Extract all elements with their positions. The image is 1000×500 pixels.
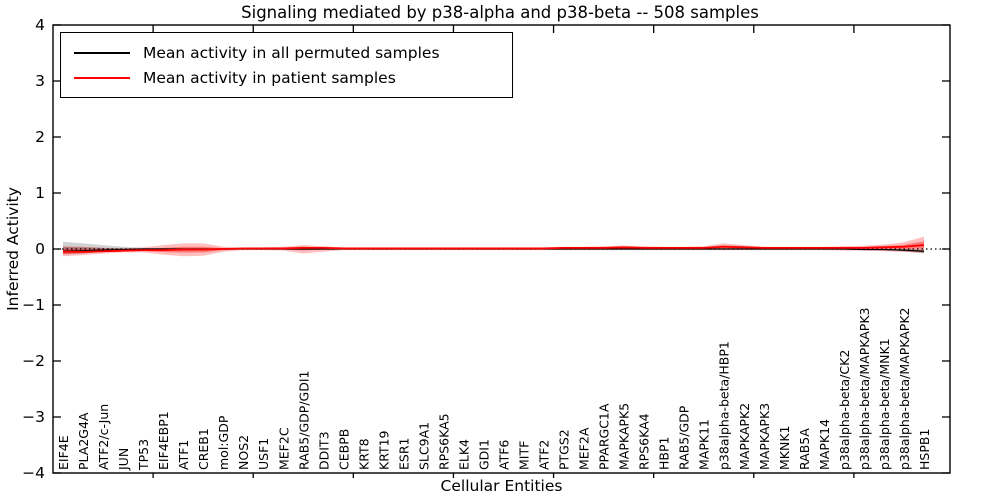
patient-band [63,236,924,257]
x-category-label: JUN [116,448,131,471]
x-category-label: USF1 [256,438,271,470]
x-category-label: PTGS2 [557,429,572,470]
legend-item-patient: Mean activity in patient samples [74,69,512,87]
x-category-label: ATF6 [497,440,512,470]
x-category-label: KRT8 [356,438,371,470]
x-category-label: CREB1 [196,428,211,470]
x-category-label: MKNK1 [777,426,792,470]
x-category-label: MEF2C [276,427,291,470]
y-tick-label: −2 [22,352,45,370]
x-axis-label: Cellular Entities [440,477,563,495]
x-category-label: MAPK14 [817,419,832,470]
x-category-label: p38alpha-beta/MAPKAPK2 [897,308,912,471]
x-category-label: TP53 [136,439,151,471]
x-category-label: RPS6KA5 [436,413,451,470]
x-category-label: ATF2/c-Jun [96,404,111,470]
x-category-label: p38alpha-beta/MNK1 [877,338,892,470]
y-tick-label: 4 [35,16,45,34]
y-tick-label: 1 [35,184,45,202]
x-category-label: GDI1 [477,439,492,470]
x-category-label: EIF4EBP1 [156,411,171,470]
y-tick-label: −3 [22,408,45,426]
x-category-label: EIF4E [56,435,71,470]
x-category-label: CEBPB [336,429,351,470]
x-category-label: DDIT3 [316,431,331,470]
patient-line-swatch [74,76,130,79]
x-category-label: ELK4 [457,439,472,470]
x-category-label: ESR1 [396,438,411,470]
x-category-label: RAB5A [797,428,812,470]
legend-item-permuted: Mean activity in all permuted samples [74,44,512,62]
x-category-label: HBP1 [657,437,672,470]
x-category-label: MITF [517,441,532,470]
x-category-label: p38alpha-beta/HBP1 [717,341,732,470]
y-tick-label: −1 [22,296,45,314]
legend-label-permuted: Mean activity in all permuted samples [143,43,440,62]
x-category-label: MAPKAPK3 [757,403,772,470]
x-category-label: ATF2 [537,440,552,470]
x-category-label: RAB5/GDP/GDI1 [296,371,311,470]
x-category-label: ATF1 [176,440,191,470]
patient-mean-line [63,244,925,253]
x-category-label: SLC9A1 [416,422,431,470]
y-tick-label: −4 [22,464,45,482]
x-category-label: MAPKAPK2 [737,403,752,470]
x-category-label: MAPK11 [697,419,712,470]
legend: Mean activity in all permuted samples Me… [60,32,513,98]
y-tick-label: 3 [35,72,45,90]
x-category-label: p38alpha-beta/CK2 [837,350,852,470]
chart-title: Signaling mediated by p38-alpha and p38-… [241,3,759,22]
x-category-label: PLA2G4A [76,412,91,470]
x-category-label: MAPKAPK5 [617,403,632,470]
x-category-label: MEF2A [577,427,592,470]
x-category-label: mol:GDP [216,415,231,470]
x-category-label: p38alpha-beta/MAPKAPK3 [857,308,872,471]
x-category-label: PPARGC1A [597,403,612,470]
legend-label-patient: Mean activity in patient samples [143,68,396,87]
x-category-label: RPS6KA4 [637,413,652,470]
x-category-label: RAB5/GDP [677,405,692,470]
y-tick-label: 0 [35,240,45,258]
x-category-label: NOS2 [236,435,251,470]
y-tick-label: 2 [35,128,45,146]
x-category-label: KRT19 [376,430,391,470]
permuted-line-swatch [74,51,130,54]
x-category-label: HSPB1 [917,429,932,470]
